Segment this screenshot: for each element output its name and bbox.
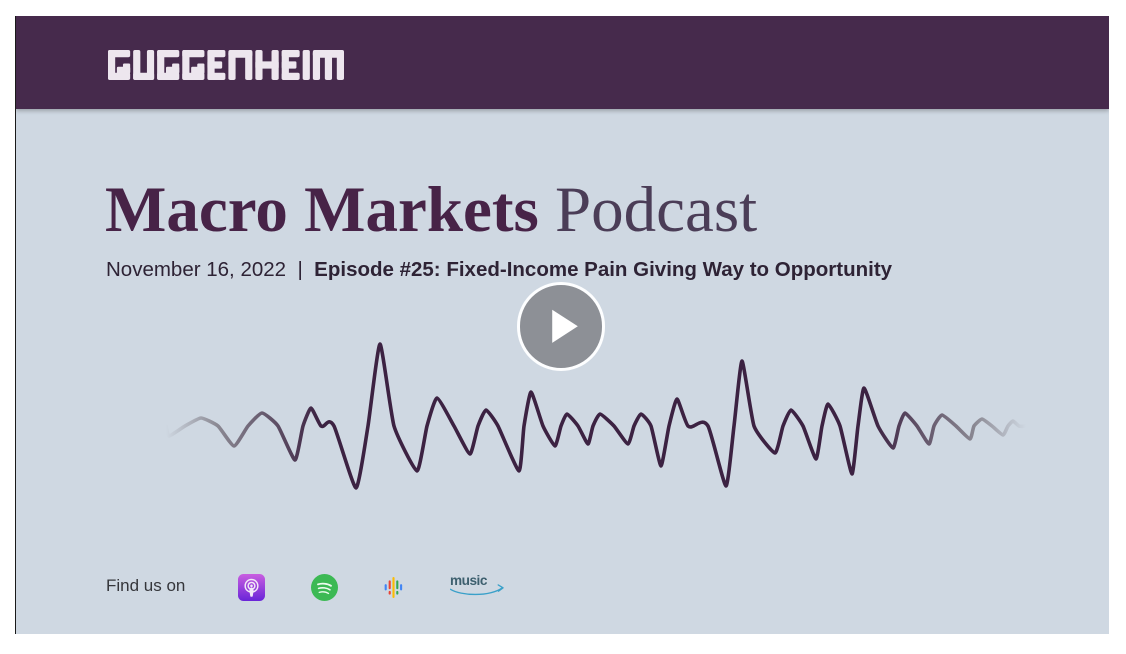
svg-text:music: music (450, 573, 488, 588)
